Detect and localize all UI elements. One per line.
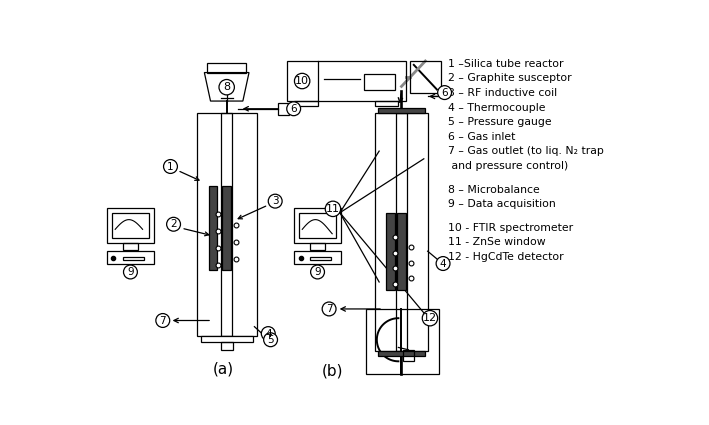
Bar xyxy=(201,336,253,342)
Bar xyxy=(107,251,154,264)
Bar xyxy=(294,251,340,264)
Text: 7: 7 xyxy=(325,304,333,314)
Bar xyxy=(364,74,394,90)
Bar xyxy=(396,113,407,351)
Circle shape xyxy=(219,79,235,95)
Circle shape xyxy=(294,74,310,89)
Circle shape xyxy=(437,86,452,99)
Bar xyxy=(222,186,231,270)
Bar xyxy=(397,212,406,290)
Text: 1: 1 xyxy=(167,162,174,172)
Text: 8 – Microbalance: 8 – Microbalance xyxy=(449,184,540,195)
Bar xyxy=(375,113,428,351)
Text: (a): (a) xyxy=(212,362,233,377)
Text: 5: 5 xyxy=(267,335,274,345)
Text: 10 - FTIR spectrometer: 10 - FTIR spectrometer xyxy=(449,223,574,232)
Bar xyxy=(294,208,340,243)
Bar xyxy=(403,350,414,360)
Text: 2: 2 xyxy=(170,219,177,229)
Text: 6 – Gas inlet: 6 – Gas inlet xyxy=(449,132,516,142)
Text: 7 – Gas outlet (to liq. N₂ trap: 7 – Gas outlet (to liq. N₂ trap xyxy=(449,147,604,156)
Circle shape xyxy=(268,194,282,208)
Text: 5 – Pressure gauge: 5 – Pressure gauge xyxy=(449,117,552,127)
Bar xyxy=(209,186,217,270)
Text: 2 – Graphite susceptor: 2 – Graphite susceptor xyxy=(449,74,572,83)
Text: and pressure control): and pressure control) xyxy=(449,161,569,171)
Text: (b): (b) xyxy=(322,363,344,378)
Bar xyxy=(107,208,154,243)
Bar xyxy=(278,102,289,115)
Text: 9: 9 xyxy=(127,267,134,277)
Circle shape xyxy=(311,265,325,279)
Circle shape xyxy=(436,257,450,270)
Text: 9: 9 xyxy=(314,267,321,277)
Text: 1 –Silica tube reactor: 1 –Silica tube reactor xyxy=(449,59,564,69)
Text: 8: 8 xyxy=(223,82,230,92)
Text: 4 – Thermocouple: 4 – Thermocouple xyxy=(449,102,546,113)
Bar xyxy=(379,108,425,113)
Circle shape xyxy=(167,217,181,231)
Text: 4: 4 xyxy=(440,258,447,269)
Bar xyxy=(375,101,398,106)
Text: 12 - HgCdTe detector: 12 - HgCdTe detector xyxy=(449,252,564,262)
Bar xyxy=(286,61,406,101)
Bar xyxy=(208,63,246,73)
Bar xyxy=(196,113,257,336)
Text: 11: 11 xyxy=(326,204,340,214)
Bar xyxy=(221,113,232,336)
Bar xyxy=(310,257,331,261)
Text: 6: 6 xyxy=(441,88,448,98)
Text: 7: 7 xyxy=(160,315,166,326)
Text: 4: 4 xyxy=(265,329,272,339)
Bar xyxy=(220,342,233,350)
Circle shape xyxy=(123,265,138,279)
Bar xyxy=(299,213,336,238)
Text: 9 – Data acquisition: 9 – Data acquisition xyxy=(449,199,556,209)
Bar xyxy=(123,243,138,250)
Text: 12: 12 xyxy=(423,313,437,323)
Circle shape xyxy=(286,102,301,116)
Circle shape xyxy=(264,333,277,347)
Text: 10: 10 xyxy=(295,76,309,86)
Circle shape xyxy=(325,201,340,217)
Bar xyxy=(123,257,145,261)
Circle shape xyxy=(262,327,275,340)
Text: 3 – RF inductive coil: 3 – RF inductive coil xyxy=(449,88,557,98)
Circle shape xyxy=(423,311,437,326)
Text: 11 - ZnSe window: 11 - ZnSe window xyxy=(449,237,546,247)
Bar xyxy=(294,101,318,106)
Bar xyxy=(379,351,425,356)
Bar xyxy=(366,309,439,374)
Bar xyxy=(310,243,325,250)
Text: 3: 3 xyxy=(272,196,279,206)
Bar xyxy=(386,212,394,290)
Circle shape xyxy=(322,302,336,316)
Bar xyxy=(410,61,441,94)
Circle shape xyxy=(164,159,177,173)
Bar xyxy=(112,213,149,238)
Circle shape xyxy=(156,314,169,327)
Text: 6: 6 xyxy=(291,104,297,114)
